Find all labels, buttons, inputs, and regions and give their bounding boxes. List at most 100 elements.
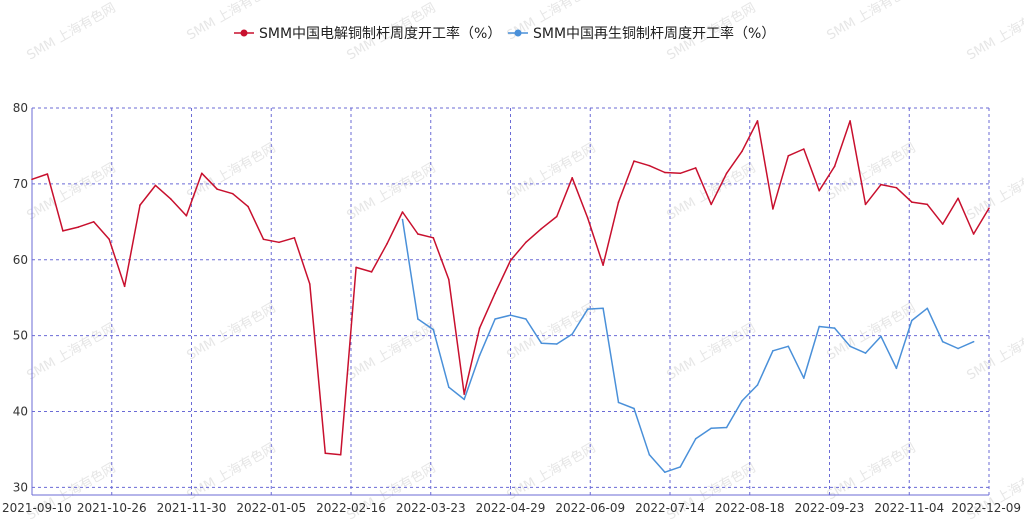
data-point-electrolytic: [262, 238, 265, 241]
watermark-text: SMM 上海有色网: [964, 320, 1024, 384]
x-tick-label: 2022-03-23: [396, 501, 466, 515]
data-point-recycled: [648, 454, 651, 456]
y-tick-label: 80: [13, 101, 28, 115]
x-tick-label: 2022-06-09: [555, 501, 625, 515]
data-point-electrolytic: [478, 327, 481, 329]
data-point-electrolytic: [432, 237, 435, 239]
data-point-electrolytic: [386, 243, 388, 245]
watermark-text: SMM 上海有色网: [24, 320, 118, 384]
data-point-electrolytic: [926, 203, 929, 206]
watermark-text: SMM 上海有色网: [344, 160, 438, 224]
data-point-recycled: [494, 318, 496, 320]
data-point-electrolytic: [602, 264, 604, 266]
y-tick-label: 40: [13, 405, 28, 419]
data-point-recycled: [571, 333, 573, 335]
data-point-electrolytic: [710, 203, 712, 206]
data-point-recycled: [509, 314, 512, 317]
data-point-electrolytic: [247, 205, 249, 208]
x-tick-label: 2021-11-30: [157, 501, 227, 515]
data-point-electrolytic: [216, 188, 218, 190]
watermark-text: SMM 上海有色网: [824, 440, 918, 504]
data-point-electrolytic: [339, 454, 342, 456]
data-point-electrolytic: [664, 171, 666, 174]
watermark-text: SMM 上海有色网: [24, 160, 118, 224]
data-point-electrolytic: [772, 208, 774, 210]
watermark-text: SMM 上海有色网: [964, 160, 1024, 224]
data-point-electrolytic: [617, 201, 620, 203]
watermark-text: SMM 上海有色网: [964, 0, 1024, 63]
data-point-recycled: [818, 325, 820, 328]
data-point-electrolytic: [401, 211, 404, 213]
watermark-text: SMM 上海有色网: [344, 320, 438, 384]
data-point-electrolytic: [31, 178, 33, 181]
data-point-electrolytic: [185, 215, 188, 217]
data-point-electrolytic: [463, 393, 466, 395]
x-tick-label: 2022-02-16: [316, 501, 386, 515]
data-point-recycled: [741, 400, 743, 402]
data-point-electrolytic: [911, 201, 913, 203]
data-point-electrolytic: [309, 283, 311, 285]
watermark-text: SMM 上海有色网: [504, 140, 598, 204]
data-point-electrolytic: [201, 172, 203, 175]
data-point-recycled: [401, 218, 404, 221]
data-point-electrolytic: [108, 238, 110, 241]
legend-label-recycled: SMM中国再生铜制杆周度开工率（%）: [533, 25, 775, 42]
watermark-text: SMM 上海有色网: [664, 320, 758, 384]
data-point-recycled: [833, 327, 836, 329]
data-point-electrolytic: [787, 155, 790, 157]
watermark-text: SMM 上海有色网: [184, 440, 278, 504]
data-point-electrolytic: [278, 241, 280, 244]
data-point-electrolytic: [957, 197, 959, 200]
x-tick-label: 2022-04-29: [476, 501, 546, 515]
data-point-recycled: [694, 438, 697, 440]
data-point-electrolytic: [556, 215, 558, 218]
data-point-electrolytic: [941, 223, 944, 225]
x-tick-label: 2022-11-04: [874, 501, 944, 515]
data-point-electrolytic: [972, 233, 975, 235]
watermark-layer: SMM 上海有色网 SMM 上海有色网 SMM 上海有色网 SMM 上海有色网 SMM …: [24, 0, 1024, 523]
data-point-recycled: [448, 386, 450, 389]
legend-marker-dot-recycled: [514, 29, 522, 37]
data-point-electrolytic: [324, 452, 327, 455]
data-point-electrolytic: [293, 237, 296, 239]
data-point-electrolytic: [586, 217, 589, 219]
data-point-recycled: [617, 401, 620, 404]
legend-label-electrolytic: SMM中国电解铜制杆周度开工率（%）: [259, 25, 501, 42]
data-point-electrolytic: [525, 241, 527, 244]
data-point-recycled: [756, 384, 759, 386]
data-point-recycled: [540, 342, 543, 345]
watermark-text: SMM 上海有色网: [664, 160, 758, 224]
data-point-recycled: [556, 343, 558, 345]
data-point-electrolytic: [818, 189, 820, 192]
data-point-recycled: [633, 407, 635, 410]
data-point-recycled: [972, 340, 975, 343]
data-point-electrolytic: [803, 148, 805, 150]
data-point-recycled: [803, 377, 805, 379]
data-point-recycled: [417, 318, 419, 320]
watermark-text: SMM 上海有色网: [184, 300, 278, 364]
data-point-recycled: [432, 328, 435, 331]
data-point-electrolytic: [92, 221, 95, 223]
data-point-electrolytic: [540, 227, 543, 230]
data-point-electrolytic: [880, 183, 882, 186]
data-point-recycled: [787, 345, 790, 348]
data-point-electrolytic: [139, 204, 141, 206]
series-layer: [31, 120, 990, 474]
data-point-electrolytic: [988, 207, 990, 209]
x-tick-label: 2022-07-14: [635, 501, 705, 515]
y-tick-label: 50: [13, 329, 28, 343]
data-point-electrolytic: [833, 165, 836, 168]
data-point-electrolytic: [417, 233, 419, 235]
data-point-electrolytic: [123, 285, 126, 288]
x-tick-label: 2022-08-18: [715, 501, 785, 515]
data-point-electrolytic: [355, 266, 357, 269]
data-point-recycled: [864, 352, 867, 354]
data-point-recycled: [880, 335, 882, 338]
x-tick-label: 2021-09-10: [2, 501, 72, 515]
x-tick-label: 2022-12-09: [951, 501, 1021, 515]
data-point-electrolytic: [154, 184, 157, 187]
watermark-text: SMM 上海有色网: [24, 0, 118, 63]
data-point-electrolytic: [679, 172, 682, 175]
y-tick-label: 70: [13, 177, 28, 191]
data-point-recycled: [941, 340, 944, 343]
